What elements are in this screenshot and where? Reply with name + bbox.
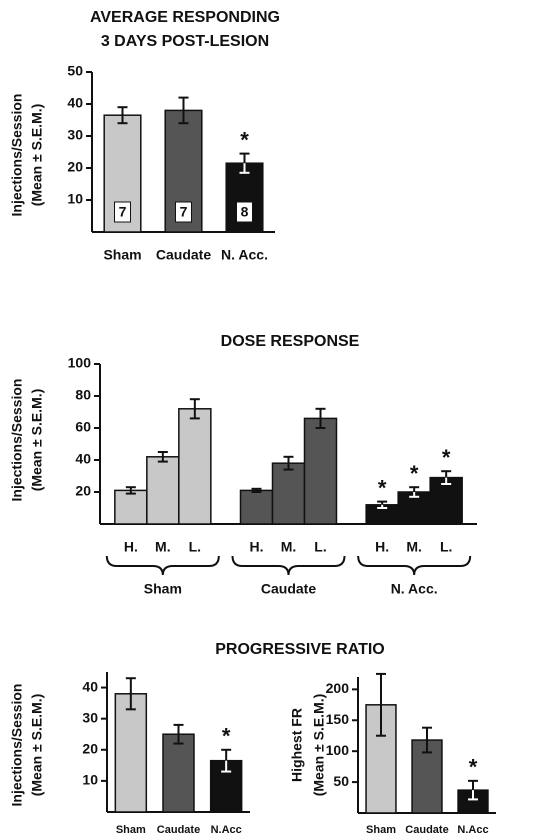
x-tick-label: H. [250, 539, 264, 555]
n-label-box [236, 201, 253, 223]
x-tick-label: Caudate [157, 824, 200, 836]
y-tick-label: 50 [67, 63, 83, 79]
y-tick-label: 40 [67, 95, 83, 111]
y-tick-label: 40 [75, 451, 91, 467]
y-tick-label: 30 [82, 709, 98, 725]
n-label-box [175, 201, 192, 223]
y-tick-label: 150 [326, 711, 350, 727]
bar [146, 456, 180, 525]
x-tick-label: N.Acc [457, 824, 488, 836]
y-tick-label: 50 [333, 773, 349, 789]
x-tick-label: Sham [116, 824, 146, 836]
group-brace [357, 555, 472, 576]
y-tick-label: 20 [67, 159, 83, 175]
y-tick-label: 80 [75, 387, 91, 403]
significance-star: * [240, 127, 249, 152]
y-tick-label: 20 [75, 483, 91, 499]
n-label: 7 [119, 204, 127, 220]
significance-star: * [469, 755, 478, 780]
y-axis-label: (Mean ± S.E.M.) [311, 694, 327, 797]
group-label: Caudate [261, 581, 316, 597]
x-tick-label: L. [440, 539, 452, 555]
x-tick-label: M. [155, 539, 171, 555]
n-label: 8 [241, 204, 249, 220]
x-tick-label: L. [189, 539, 201, 555]
bar [114, 489, 148, 525]
y-tick-label: 100 [326, 742, 350, 758]
n-label: 7 [180, 204, 188, 220]
y-axis-label: (Mean ± S.E.M.) [29, 104, 45, 207]
chart-title: 3 DAYS POST-LESION [101, 33, 269, 50]
group-label: N. Acc. [391, 581, 438, 597]
x-tick-label: H. [375, 539, 389, 555]
y-axis-label: Injections/Session [9, 379, 25, 502]
significance-star: * [222, 724, 231, 749]
x-tick-label: Caudate [156, 247, 211, 263]
y-axis-label: Injections/Session [9, 684, 25, 807]
bar [303, 417, 338, 525]
bar [114, 693, 148, 813]
y-tick-label: 100 [68, 355, 92, 371]
group-label: Sham [144, 581, 182, 597]
y-axis-label: Injections/Session [9, 94, 25, 217]
y-tick-label: 60 [75, 419, 91, 435]
y-tick-label: 20 [82, 740, 98, 756]
y-tick-label: 10 [67, 191, 83, 207]
x-tick-label: Sham [366, 824, 396, 836]
bar [271, 462, 306, 525]
y-tick-label: 40 [82, 678, 98, 694]
x-tick-label: Sham [103, 247, 141, 263]
significance-star: * [442, 445, 451, 470]
x-tick-label: Caudate [405, 824, 448, 836]
chart-title: AVERAGE RESPONDING [90, 9, 280, 26]
y-tick-label: 30 [67, 127, 83, 143]
significance-star: * [410, 461, 419, 486]
significance-star: * [378, 475, 387, 500]
bar [178, 408, 212, 525]
y-axis-label: (Mean ± S.E.M.) [29, 389, 45, 492]
y-axis-label: Highest FR [289, 708, 305, 782]
group-brace [105, 555, 220, 576]
x-tick-label: M. [406, 539, 422, 555]
group-brace [231, 555, 346, 576]
chart-title: PROGRESSIVE RATIO [215, 641, 385, 658]
x-tick-label: L. [314, 539, 326, 555]
x-tick-label: N.Acc [211, 824, 242, 836]
bar [429, 476, 463, 525]
bar [239, 489, 274, 525]
y-tick-label: 10 [82, 772, 98, 788]
chart-title: DOSE RESPONSE [221, 333, 360, 350]
bar [397, 491, 431, 525]
y-tick-label: 200 [326, 680, 350, 696]
x-tick-label: N. Acc. [221, 247, 268, 263]
n-label-box [114, 201, 131, 223]
x-tick-label: M. [281, 539, 297, 555]
y-axis-label: (Mean ± S.E.M.) [29, 694, 45, 797]
bar [162, 733, 195, 813]
x-tick-label: H. [124, 539, 138, 555]
